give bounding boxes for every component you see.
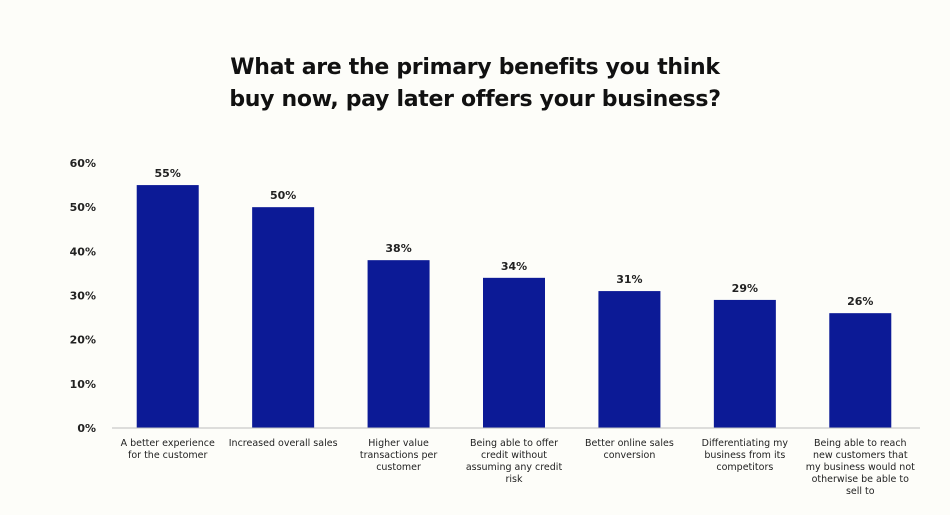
y-axis: 0% 10% 20% 30% 40% 50% 60%	[70, 157, 96, 435]
y-tick-label: 0%	[77, 422, 96, 435]
x-category-label: Being able to reach new customers that m…	[805, 438, 915, 497]
bar	[598, 291, 661, 428]
bar-value-label: 55%	[155, 167, 181, 180]
y-tick-label: 10%	[70, 378, 96, 391]
y-tick-label: 60%	[70, 157, 96, 170]
bar	[829, 313, 892, 428]
x-category-label: A better experience for the customer	[120, 438, 215, 461]
y-tick-label: 20%	[70, 334, 96, 347]
y-tick-label: 40%	[70, 245, 96, 258]
y-tick-label: 50%	[70, 201, 96, 214]
bar-value-label: 50%	[270, 189, 296, 202]
x-category-label: Better online sales conversion	[585, 438, 674, 461]
title-area: What are the primary benefits you think …	[0, 52, 950, 116]
bar-value-label: 29%	[732, 282, 758, 295]
x-category-label: Differentiating my business from its com…	[701, 438, 789, 473]
data-labels: 55% 50% 38% 34% 31% 29% 26%	[155, 167, 874, 308]
bar-value-label: 31%	[616, 273, 642, 286]
x-category-label: Being able to offer credit without assum…	[465, 438, 563, 485]
bar	[136, 185, 199, 428]
y-tick-label: 30%	[70, 290, 96, 303]
chart-title: What are the primary benefits you think …	[229, 55, 721, 112]
bar	[252, 207, 315, 428]
bar-value-label: 38%	[385, 242, 411, 255]
bars	[136, 185, 892, 428]
x-category-label: Increased overall sales	[228, 438, 338, 449]
x-category-label: Higher value transactions per customer	[359, 438, 438, 473]
bar-value-label: 34%	[501, 260, 527, 273]
bar-value-label: 26%	[847, 295, 873, 308]
bar	[367, 260, 430, 428]
bar	[713, 299, 776, 428]
bar	[483, 277, 545, 428]
